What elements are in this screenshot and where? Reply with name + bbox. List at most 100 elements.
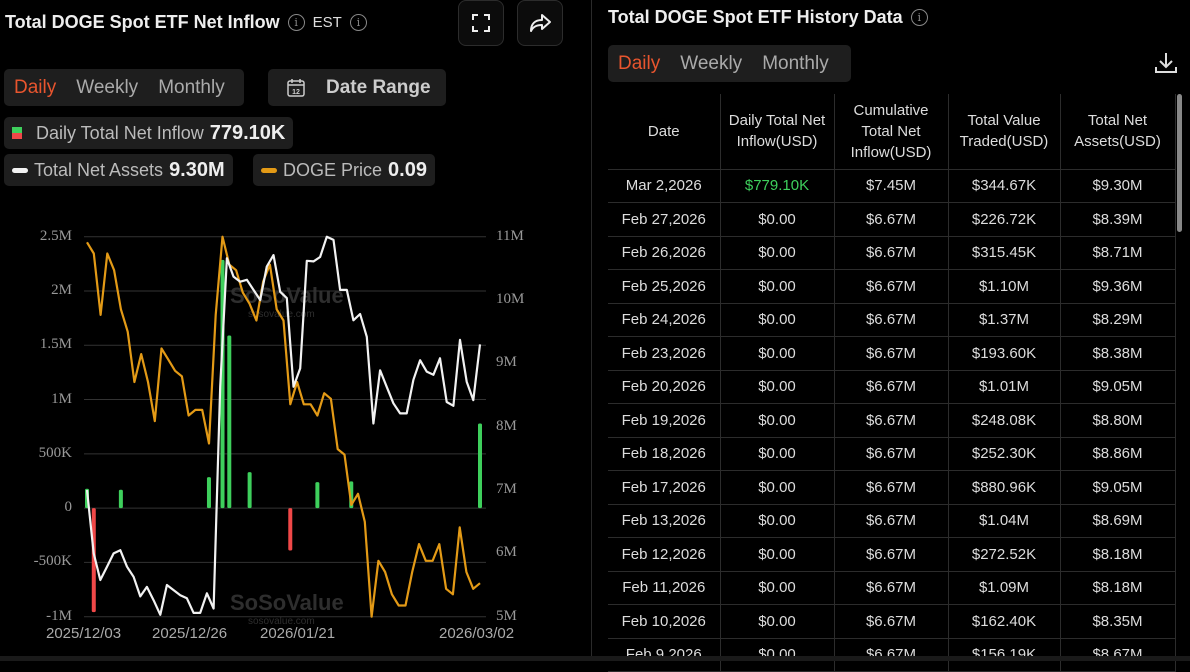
table-cell: $0.00 [719, 604, 835, 639]
tab-monthly[interactable]: Monthly [158, 76, 225, 98]
table-cell: $6.67M [833, 369, 949, 404]
date-range-button[interactable]: 12 Date Range [268, 69, 446, 106]
inflow-bar [247, 472, 252, 509]
net-inflow-panel: SoSoValue sosovalue.com SoSoValue sosovalu… [0, 0, 592, 661]
table-row[interactable]: Feb 26,2026 $0.00 $6.67M $315.45K $8.71M [608, 235, 1176, 270]
inflow-bar [288, 508, 293, 551]
table-row[interactable]: Feb 25,2026 $0.00 $6.67M $1.10M $9.36M [608, 269, 1176, 304]
legend-inflow[interactable]: Daily Total Net Inflow 779.10K [4, 117, 294, 149]
table-row[interactable]: Feb 17,2026 $0.00 $6.67M $880.96K $9.05M [608, 470, 1176, 505]
y-left-tick: 2.5M [39, 227, 72, 244]
table-cell: Feb 27,2026 [608, 202, 721, 237]
table-row[interactable]: Feb 12,2026 $0.00 $6.67M $272.52K $8.18M [608, 537, 1176, 572]
table-cell: Feb 23,2026 [608, 336, 721, 371]
table-cell: $8.67M [1059, 637, 1176, 672]
table-cell: $9.36M [1059, 269, 1176, 304]
tab-monthly[interactable]: Monthly [762, 52, 829, 74]
column-header: Total Value Traded(USD) [947, 94, 1061, 170]
table-cell: $1.10M [947, 269, 1061, 304]
table-row[interactable]: Feb 23,2026 $0.00 $6.67M $193.60K $8.38M [608, 336, 1176, 371]
tab-weekly[interactable]: Weekly [680, 52, 743, 74]
table-cell: $1.09M [947, 570, 1061, 605]
y-right-tick: 9M [496, 354, 517, 371]
table-row[interactable]: Mar 2,2026 $779.10K $7.45M $344.67K $9.30M [608, 168, 1176, 203]
inflow-bar [206, 477, 211, 509]
history-panel: Total DOGE Spot ETF History Data i Daily… [592, 0, 1190, 672]
fullscreen-button[interactable] [458, 0, 504, 46]
tab-daily[interactable]: Daily [14, 76, 57, 98]
table-scrollbar[interactable] [1177, 94, 1182, 232]
table-row[interactable]: Feb 27,2026 $0.00 $6.67M $226.72K $8.39M [608, 202, 1176, 237]
info-icon[interactable]: i [910, 9, 928, 26]
calendar-icon: 12 [287, 78, 305, 97]
inflow-bar [315, 482, 320, 509]
legend-price[interactable]: DOGE Price 0.09 [253, 154, 435, 186]
table-row[interactable]: Feb 18,2026 $0.00 $6.67M $252.30K $8.86M [608, 436, 1176, 471]
table-cell: $0.00 [719, 336, 835, 371]
timezone-info-icon[interactable]: i [349, 14, 367, 31]
column-header: Cumulative Total Net Inflow(USD) [833, 94, 949, 170]
table-cell: Feb 13,2026 [608, 503, 721, 538]
table-cell: Feb 10,2026 [608, 604, 721, 639]
download-icon[interactable] [1153, 50, 1179, 76]
table-cell: Feb 25,2026 [608, 269, 721, 304]
table-cell: Feb 24,2026 [608, 302, 721, 337]
table-cell: Feb 11,2026 [608, 570, 721, 605]
y-left-tick: 1M [51, 390, 72, 407]
table-cell: Mar 2,2026 [608, 168, 721, 203]
history-title: Total DOGE Spot ETF History Data i [608, 7, 928, 28]
table-row[interactable]: Feb 13,2026 $0.00 $6.67M $1.04M $8.69M [608, 503, 1176, 538]
y-right-tick: 10M [496, 291, 525, 308]
inflow-bar [227, 335, 232, 509]
table-row[interactable]: Feb 24,2026 $0.00 $6.67M $1.37M $8.29M [608, 302, 1176, 337]
table-cell: $8.38M [1059, 336, 1176, 371]
bottom-bar [0, 656, 1190, 661]
x-tick: 2026/01/21 [260, 625, 336, 642]
table-row[interactable]: Feb 10,2026 $0.00 $6.67M $162.40K $8.35M [608, 604, 1176, 639]
table-cell: $0.00 [719, 503, 835, 538]
table-cell: $0.00 [719, 235, 835, 270]
fullscreen-icon [472, 14, 490, 32]
table-cell: $156.19K [947, 637, 1061, 672]
table-cell: $0.00 [719, 537, 835, 572]
chart-title: Total DOGE Spot ETF Net Inflow i EST i [5, 12, 367, 33]
inflow-bar [91, 508, 96, 613]
table-cell: $252.30K [947, 436, 1061, 471]
y-right-tick: 8M [496, 417, 517, 434]
y-left-tick: 500K [38, 444, 72, 461]
table-cell: $315.45K [947, 235, 1061, 270]
table-cell: $6.67M [833, 202, 949, 237]
tab-daily[interactable]: Daily [618, 52, 661, 74]
table-cell: $6.67M [833, 269, 949, 304]
share-button[interactable] [517, 0, 563, 46]
table-cell: Feb 9,2026 [608, 637, 721, 672]
column-header: Date [608, 94, 721, 170]
table-cell: $8.86M [1059, 436, 1176, 471]
table-cell: $6.67M [833, 235, 949, 270]
inflow-swatch-icon [12, 127, 22, 139]
table-cell: $8.39M [1059, 202, 1176, 237]
table-row[interactable]: Feb 11,2026 $0.00 $6.67M $1.09M $8.18M [608, 570, 1176, 605]
table-cell: $6.67M [833, 570, 949, 605]
table-cell: $6.67M [833, 436, 949, 471]
table-cell: $9.05M [1059, 369, 1176, 404]
table-cell: $162.40K [947, 604, 1061, 639]
column-header: Total Net Assets(USD) [1059, 94, 1176, 170]
tab-weekly[interactable]: Weekly [76, 76, 139, 98]
table-cell: $6.67M [833, 403, 949, 438]
table-cell: $9.30M [1059, 168, 1176, 203]
table-row[interactable]: Feb 9,2026 $0.00 $6.67M $156.19K $8.67M [608, 637, 1176, 672]
table-cell: $8.69M [1059, 503, 1176, 538]
x-tick: 2025/12/03 [46, 625, 122, 642]
table-cell: Feb 18,2026 [608, 436, 721, 471]
table-cell: $8.80M [1059, 403, 1176, 438]
table-cell: $0.00 [719, 302, 835, 337]
legend-assets[interactable]: Total Net Assets 9.30M [4, 154, 233, 186]
inflow-bar [220, 259, 225, 509]
table-cell: $1.04M [947, 503, 1061, 538]
table-row[interactable]: Feb 19,2026 $0.00 $6.67M $248.08K $8.80M [608, 403, 1176, 438]
table-cell: $0.00 [719, 369, 835, 404]
info-icon[interactable]: i [287, 14, 305, 31]
table-row[interactable]: Feb 20,2026 $0.00 $6.67M $1.01M $9.05M [608, 369, 1176, 404]
table-cell: Feb 20,2026 [608, 369, 721, 404]
